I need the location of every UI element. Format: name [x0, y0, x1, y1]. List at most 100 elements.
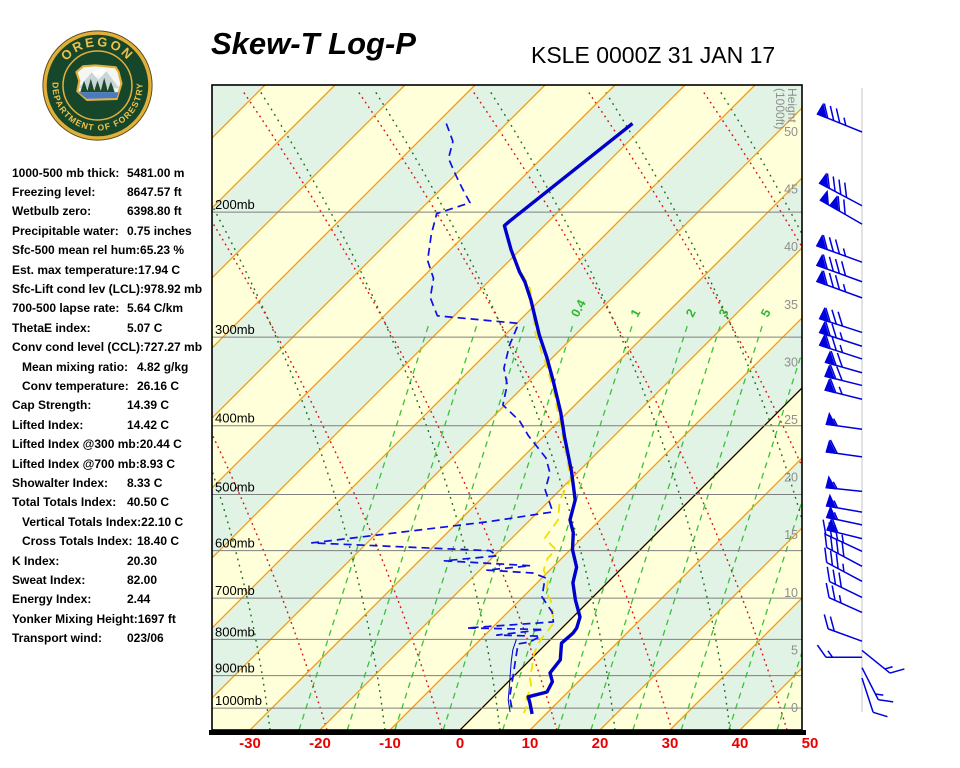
stat-label: Lifted Index @300 mb: — [12, 437, 140, 452]
stat-label: Energy Index: — [12, 592, 92, 607]
wind-barb — [824, 532, 863, 567]
isotherm-lines — [0, 85, 802, 730]
isotherm-line — [319, 247, 802, 730]
barb-half — [842, 248, 847, 257]
isotherm-line — [212, 107, 802, 699]
isotherm-line — [0, 85, 195, 730]
barb-full — [828, 522, 833, 538]
plot-layers: 0.4 1 2 3 5 — [0, 85, 960, 730]
logo-trees — [80, 77, 115, 93]
height-tick-label: 25 — [784, 413, 798, 427]
barb-full — [889, 668, 905, 674]
stat-row: 700-500 lapse rate: 5.64 C/km — [12, 299, 212, 318]
barb-full — [843, 199, 846, 215]
barb-full — [822, 254, 828, 270]
barb-pennant — [828, 195, 839, 212]
barb-full — [826, 173, 831, 189]
wind-barb — [861, 667, 894, 703]
barb-full — [830, 350, 837, 366]
wind-barb — [818, 320, 863, 347]
wind-barb — [824, 364, 863, 387]
stat-value: 5.64 C/km — [127, 301, 184, 316]
stat-label: Conv cond level (CCL): — [12, 340, 145, 355]
stat-label: Yonker Mixing Height: — [12, 611, 138, 626]
stat-row: 1000-500 mb thick: 5481.00 m — [12, 163, 212, 182]
barb-pennant — [825, 439, 837, 455]
surface-aux-line — [507, 639, 517, 713]
barb-pennant — [818, 307, 830, 323]
stat-row: Cross Totals Index: 18.40 C — [12, 531, 212, 550]
stat-label: Lifted Index @700 mb: — [12, 456, 140, 471]
pressure-label: 600mb — [215, 536, 255, 551]
barb-full — [832, 569, 837, 585]
stat-row: Total Totals Index: 40.50 C — [12, 493, 212, 512]
moist-adiabat — [949, 90, 960, 730]
stat-label: Cross Totals Index: — [22, 534, 133, 549]
barb-full — [834, 258, 841, 274]
stat-row: Sfc-Lift cond lev (LCL): 978.92 mb — [12, 279, 212, 298]
stat-value: 8647.57 ft — [127, 185, 182, 200]
barb-full — [834, 274, 841, 290]
stat-label: 1000-500 mb thick: — [12, 165, 120, 180]
mixing-ratio-line — [442, 321, 575, 730]
moist-adiabat — [834, 90, 960, 730]
barb-half — [839, 344, 844, 353]
barb-full — [825, 334, 831, 349]
stat-row: Precipitable water: 0.75 inches — [12, 221, 212, 240]
wind-barb — [824, 547, 863, 582]
station-label: KSLE 0000Z 31 JAN 17 — [531, 42, 776, 68]
stat-label: Sfc-500 mean rel hum: — [12, 243, 141, 258]
height-tick-label: 15 — [784, 528, 798, 542]
barb-half — [843, 117, 847, 126]
stat-label: Vertical Totals Index: — [22, 514, 142, 529]
mixing-ratio-line — [502, 321, 634, 730]
isotherm-line — [212, 85, 546, 419]
stat-label: Showalter Index: — [12, 475, 109, 490]
temp-tick-label: -10 — [379, 735, 401, 752]
indices-panel: 1000-500 mb thick: 5481.00 m Freezing leve… — [12, 163, 212, 648]
dry-adiabat — [212, 432, 328, 730]
barb-staff — [826, 561, 863, 582]
stat-label: Lifted Index: — [12, 417, 84, 432]
stat-row: K Index: 20.30 — [12, 551, 212, 570]
stat-label: Cap Strength: — [12, 398, 92, 413]
zero-isotherm-line — [459, 387, 802, 730]
barb-full — [824, 532, 828, 548]
barb-full — [822, 270, 828, 286]
isotherm-line — [599, 527, 802, 730]
stat-label: Precipitable water: — [12, 223, 119, 238]
wind-barb — [825, 439, 863, 458]
height-tick-label: 5 — [791, 643, 798, 657]
isotherm-line — [669, 597, 802, 730]
pressure-label: 300mb — [215, 322, 255, 337]
wind-barb — [816, 102, 863, 133]
wind-barb — [822, 519, 863, 553]
stat-row: Yonker Mixing Height: 1697 ft — [12, 609, 212, 628]
pressure-label: 200mb — [215, 197, 255, 212]
stat-value: 14.42 C — [127, 417, 170, 432]
barb-half — [838, 386, 843, 395]
stat-label: Mean mixing ratio: — [22, 359, 129, 374]
stat-value: 8.93 C — [139, 456, 176, 471]
stat-value: 0.75 inches — [127, 223, 192, 238]
mixing-ratio-line — [776, 650, 802, 730]
height-tick-label: 30 — [784, 355, 798, 369]
mixing-ratio-line — [298, 321, 431, 730]
wind-barb — [825, 582, 863, 614]
stat-value: 727.27 mb — [144, 340, 203, 355]
stat-row: Mean mixing ratio: 4.82 g/kg — [12, 357, 212, 376]
stat-label: Wetbulb zero: — [12, 204, 92, 219]
wind-barb — [815, 269, 863, 299]
stat-value: 40.50 C — [127, 495, 170, 510]
barb-full — [835, 108, 841, 124]
barb-full — [841, 541, 845, 557]
barb-full — [816, 644, 827, 658]
wind-barb — [815, 234, 863, 263]
wind-barb — [861, 649, 905, 674]
dewpoint-line — [310, 123, 555, 711]
temp-tick-label: 40 — [732, 735, 749, 752]
barb-staff — [861, 677, 874, 713]
stat-row: Lifted Index @700 mb: 8.93 C — [12, 454, 212, 473]
stat-label: Est. max temperature: — [12, 262, 139, 277]
